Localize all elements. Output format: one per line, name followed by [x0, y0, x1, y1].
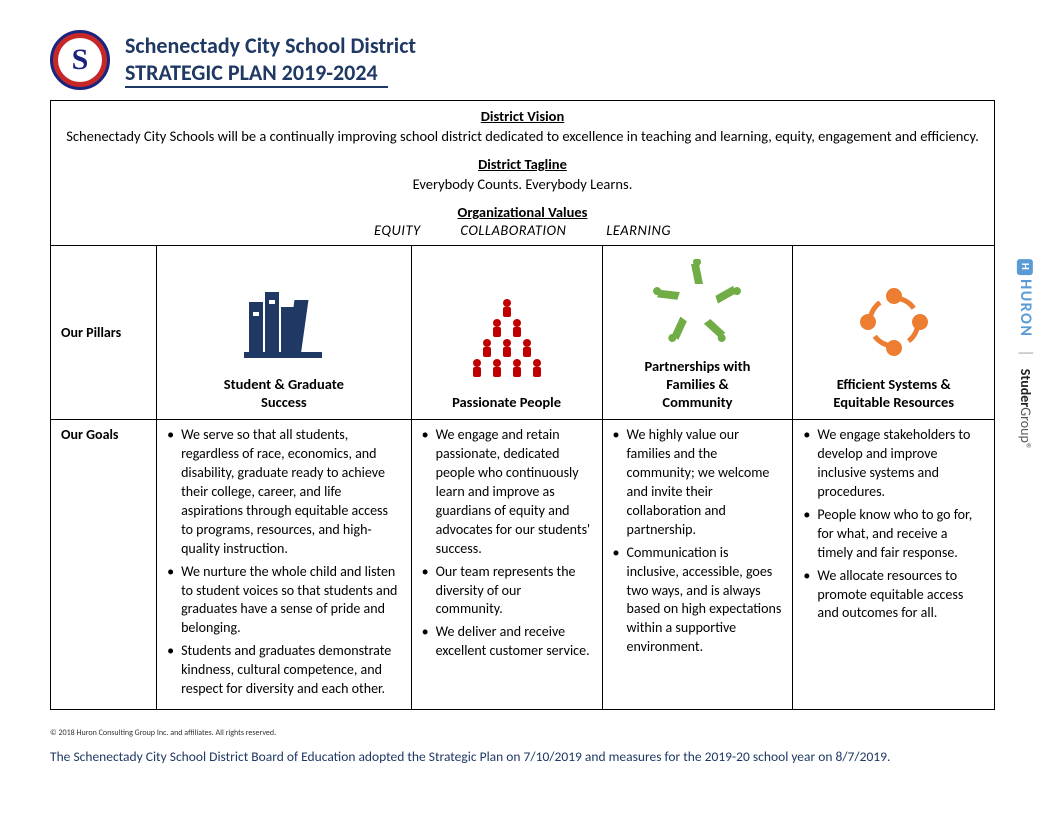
- goal-item: We deliver and receive excellent custome…: [422, 623, 592, 661]
- vision-heading: District Vision: [61, 107, 984, 125]
- people-pyramid-icon: [418, 292, 596, 387]
- goal-item: We serve so that all students, regardles…: [167, 426, 401, 558]
- title-line-1: Schenectady City School District: [125, 32, 416, 59]
- circle-nodes-icon: [799, 274, 988, 369]
- goals-col-4: We engage stakeholders to develop and im…: [793, 420, 995, 709]
- pillar-4-title: Efficient Systems &Equitable Resources: [799, 375, 988, 411]
- goals-col-2: We engage and retain passionate, dedicat…: [411, 420, 602, 709]
- value-1: EQUITY: [374, 221, 421, 239]
- huron-text: HURON: [1016, 279, 1035, 337]
- tagline-heading: District Tagline: [61, 155, 984, 173]
- goal-item: Students and graduates demonstrate kindn…: [167, 642, 401, 699]
- pillar-3-title: Partnerships withFamilies &Community: [609, 357, 787, 411]
- adoption-note: The Schenectady City School District Boa…: [50, 748, 995, 765]
- goal-item: We highly value our families and the com…: [613, 426, 783, 539]
- value-3: LEARNING: [606, 221, 671, 239]
- pillar-2-title: Passionate People: [418, 393, 596, 411]
- goal-item: Communication is inclusive, accessible, …: [613, 544, 783, 657]
- goal-item: Our team represents the diversity of our…: [422, 563, 592, 620]
- title-line-2: STRATEGIC PLAN 2019-2024: [125, 59, 388, 88]
- values-list: EQUITY COLLABORATION LEARNING: [61, 221, 984, 239]
- strategic-plan-table: District Vision Schenectady City Schools…: [50, 100, 995, 710]
- studer-rest: Group: [1017, 407, 1034, 443]
- pillar-4: Efficient Systems &Equitable Resources: [793, 246, 995, 420]
- document-header: S Schenectady City School District STRAT…: [50, 30, 995, 90]
- goal-item: People know who to go for, for what, and…: [803, 506, 984, 563]
- pillar-1-title: Student & GraduateSuccess: [163, 375, 405, 411]
- books-icon: [163, 274, 405, 369]
- pillars-row-label: Our Pillars: [51, 246, 157, 420]
- goals-row-label: Our Goals: [51, 420, 157, 709]
- goal-item: We engage stakeholders to develop and im…: [803, 426, 984, 502]
- goals-col-3: We highly value our families and the com…: [602, 420, 793, 709]
- tagline-text: Everybody Counts. Everybody Learns.: [61, 175, 984, 193]
- value-2: COLLABORATION: [460, 221, 566, 239]
- goal-item: We nurture the whole child and listen to…: [167, 563, 401, 639]
- header-titles: Schenectady City School District STRATEG…: [125, 32, 416, 88]
- studer-logo: StuderGroup®: [1017, 369, 1034, 450]
- separator: |: [1016, 349, 1035, 356]
- hands-star-icon: [609, 256, 787, 351]
- goal-item: We engage and retain passionate, dedicat…: [422, 426, 592, 558]
- goal-item: We allocate resources to promote equitab…: [803, 567, 984, 624]
- huron-logo: HHURON: [1016, 259, 1035, 337]
- studer-bold: Studer: [1017, 369, 1034, 408]
- pillar-1: Student & GraduateSuccess: [157, 246, 412, 420]
- goals-col-1: We serve so that all students, regardles…: [157, 420, 412, 709]
- side-brand-logos: HHURON | StuderGroup®: [1016, 259, 1035, 450]
- copyright-text: © 2018 Huron Consulting Group Inc. and a…: [50, 728, 995, 738]
- vision-section: District Vision Schenectady City Schools…: [51, 101, 995, 246]
- district-logo: S: [50, 30, 110, 90]
- vision-text: Schenectady City Schools will be a conti…: [61, 127, 984, 145]
- pillar-2: Passionate People: [411, 246, 602, 420]
- pillar-3: Partnerships withFamilies &Community: [602, 246, 793, 420]
- logo-letter: S: [58, 38, 102, 82]
- values-heading: Organizational Values: [61, 203, 984, 221]
